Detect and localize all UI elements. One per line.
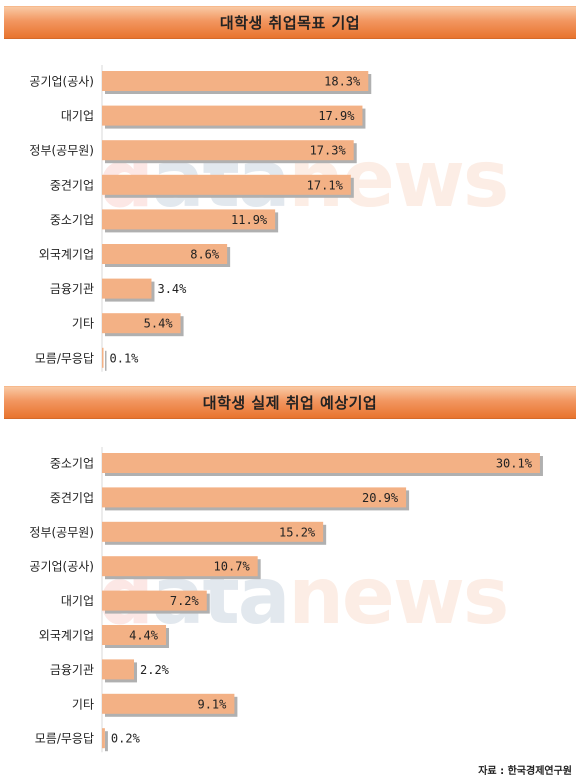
chart-2-bar <box>102 728 105 749</box>
chart-2-bar <box>102 521 324 542</box>
chart-1-category-label: 금융기관 <box>50 282 94 296</box>
chart-1-category-label: 중견기업 <box>50 178 94 192</box>
chart-2-category-label: 외국계기업 <box>39 629 94 643</box>
chart-2-bar <box>102 487 407 508</box>
chart-1-title: 대학생 취업목표 기업 <box>4 6 576 39</box>
chart-2-bar <box>102 693 235 714</box>
chart-1-bar <box>102 209 276 230</box>
chart-1-bar <box>102 71 369 91</box>
chart-1-category-label: 기타 <box>72 317 94 331</box>
chart-2-value-label: 7.2% <box>170 594 200 608</box>
chart-2-value-label: 0.2% <box>111 732 141 746</box>
chart-1-category-label: 모름/무응답 <box>35 351 94 365</box>
chart-1-value-label: 17.3% <box>310 144 347 158</box>
chart-1-value-label: 11.9% <box>231 213 268 227</box>
source-note: 자료 : 한국경제연구원 <box>478 766 572 777</box>
chart-2-category-label: 금융기관 <box>50 663 94 677</box>
chart-1-value-label: 5.4% <box>144 317 174 331</box>
chart-2-value-label: 10.7% <box>214 560 251 574</box>
chart-1-bar <box>102 244 228 264</box>
chart-1-bar <box>102 278 152 299</box>
chart-1-bar <box>102 347 104 368</box>
chart-2-bar <box>102 659 135 680</box>
chart-1-category-label: 중소기업 <box>50 213 94 227</box>
chart-2-title: 대학생 실제 취업 예상기업 <box>4 386 576 419</box>
chart-2-category-label: 기타 <box>72 697 94 711</box>
chart-1-bar <box>102 174 351 195</box>
chart-2-value-label: 2.2% <box>140 663 170 677</box>
chart-2-bar <box>102 590 207 611</box>
chart-2-value-label: 4.4% <box>129 629 159 643</box>
chart-1-bar <box>102 313 181 334</box>
chart-2-category-label: 중소기업 <box>50 457 94 471</box>
chart-2-value-label: 30.1% <box>496 457 533 471</box>
chart-1-bar <box>102 105 363 126</box>
chart-1-value-label: 0.1% <box>110 351 140 365</box>
chart-1-bar-shadow <box>105 350 107 371</box>
chart-2-category-label: 모름/무응답 <box>35 732 94 746</box>
chart-1-value-label: 3.4% <box>157 282 187 296</box>
chart-2-bar <box>102 453 540 473</box>
chart-2-category-label: 대기업 <box>61 594 94 608</box>
chart-2-value-label: 15.2% <box>279 525 316 539</box>
chart-2-bar <box>102 556 258 577</box>
chart-2-value-label: 9.1% <box>197 697 227 711</box>
chart-2-bar <box>102 625 167 645</box>
chart-1-category-label: 외국계기업 <box>39 248 94 262</box>
chart-2-category-label: 중견기업 <box>50 491 94 505</box>
chart-1-value-label: 17.9% <box>318 109 355 123</box>
chart-1-value-label: 18.3% <box>324 75 361 89</box>
chart-1-value-label: 8.6% <box>190 248 220 262</box>
chart-2-value-label: 20.9% <box>362 491 399 505</box>
chart-2-category-label: 정부(공무원) <box>29 525 94 539</box>
chart-1-category-label: 정부(공무원) <box>29 144 94 158</box>
chart-2-bar-shadow <box>105 731 108 752</box>
chart-1-category-label: 공기업(공사) <box>29 75 94 89</box>
chart-1-category-label: 대기업 <box>61 109 94 123</box>
chart-2-category-label: 공기업(공사) <box>29 560 94 574</box>
chart-1-value-label: 17.1% <box>307 178 344 192</box>
chart-1-bar <box>102 140 354 161</box>
